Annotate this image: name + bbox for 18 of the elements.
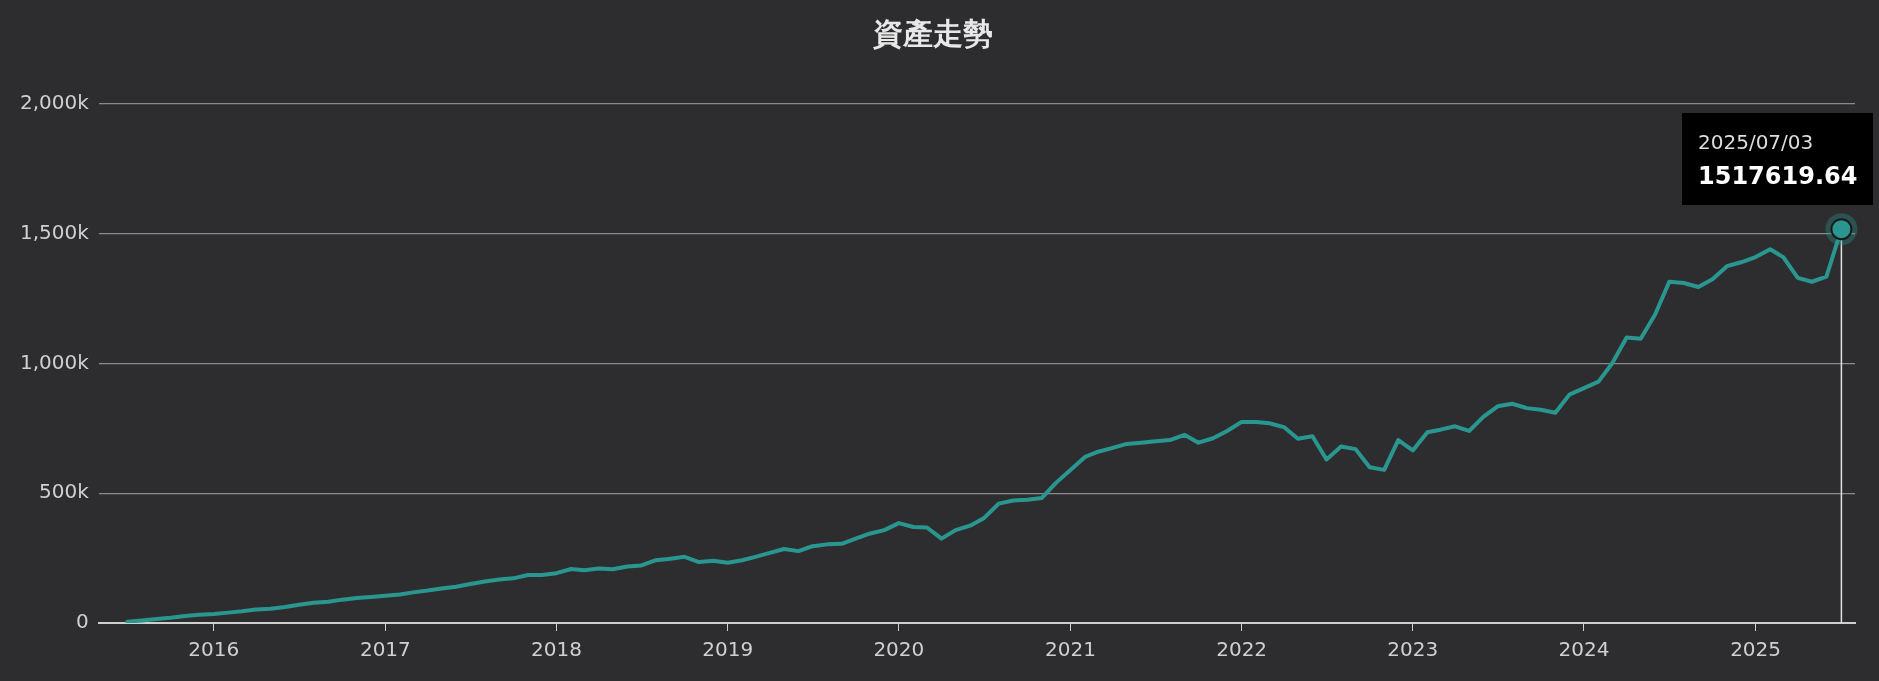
y-tick-label: 2,000k bbox=[19, 90, 90, 115]
annotation: 1517619.64 bbox=[1698, 161, 1858, 193]
y-tick-label: 500k bbox=[39, 479, 90, 504]
x-tick-label: 2019 bbox=[702, 637, 754, 662]
y-tick-label: 1,000k bbox=[19, 349, 90, 374]
x-tick-label: 2024 bbox=[1558, 637, 1610, 662]
x-tick-label: 2016 bbox=[188, 637, 240, 662]
x-tick-label: 2022 bbox=[1216, 637, 1268, 662]
y-tick-label: 0 bbox=[76, 609, 89, 634]
x-tick-label: 2020 bbox=[873, 637, 925, 662]
y-tick-label: 1,500k bbox=[19, 219, 90, 244]
x-tick-label: 2018 bbox=[531, 637, 582, 662]
x-tick-label: 2021 bbox=[1045, 637, 1096, 662]
x-tick-label: 2023 bbox=[1387, 637, 1439, 662]
x-tick-label: 2017 bbox=[359, 637, 411, 662]
chart-title: 資產走勢 bbox=[871, 15, 993, 51]
annotation: 2025/07/03 bbox=[1698, 129, 1815, 157]
x-tick-label: 2025 bbox=[1730, 637, 1782, 662]
